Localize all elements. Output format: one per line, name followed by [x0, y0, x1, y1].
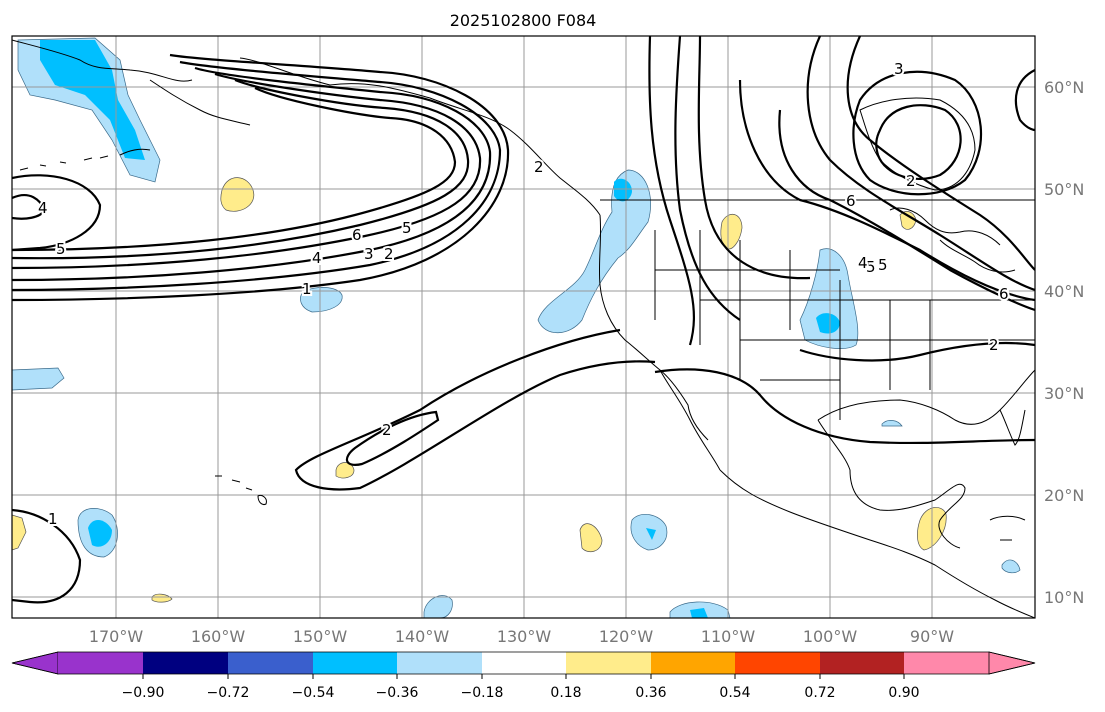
- shaded-anomaly-fields: [12, 37, 1021, 618]
- colorbar-segment: [820, 652, 904, 674]
- lon-label: 150°W: [293, 627, 348, 646]
- contour-label: 4: [38, 199, 48, 217]
- lon-label: 140°W: [395, 627, 450, 646]
- map-frame: [11, 35, 1036, 619]
- contour-label: 3: [364, 245, 374, 263]
- colorbar-tick-label: 0.90: [888, 685, 919, 701]
- contour-label: 5: [402, 219, 412, 237]
- colorbar-segment: [143, 652, 228, 674]
- lat-label: 30°N: [1044, 384, 1084, 403]
- contour-label: 5: [878, 256, 888, 274]
- colorbar-segment: [228, 652, 313, 674]
- colorbar-tick-label: 0.54: [719, 685, 750, 701]
- colorbar-segment: [735, 652, 820, 674]
- colorbar-segment: [313, 652, 397, 674]
- colorbar-tick-label: −0.36: [376, 685, 419, 701]
- contour-label: 1: [302, 280, 312, 298]
- contour-label: 6: [846, 192, 856, 210]
- lon-label: 100°W: [803, 627, 858, 646]
- contour-label: 2: [906, 172, 916, 190]
- colorbar-tick-label: −0.54: [292, 685, 335, 701]
- colorbar-tick-label: 0.72: [804, 685, 835, 701]
- colorbar: −0.90 −0.72 −0.54 −0.36 −0.18 0.18 0.36 …: [11, 651, 1036, 701]
- contour-label: 6: [352, 226, 362, 244]
- longitude-axis: 170°W 160°W 150°W 140°W 130°W 120°W 110°…: [89, 627, 954, 646]
- contour-label: 6: [999, 285, 1009, 303]
- colorbar-tick-label: −0.18: [461, 685, 504, 701]
- lon-label: 120°W: [599, 627, 654, 646]
- colorbar-tick-label: 0.36: [635, 685, 666, 701]
- contour-lines: [12, 36, 1035, 604]
- colorbar-tick-label: −0.90: [122, 685, 165, 701]
- contour-labels: 4 5 6 5 4 3 2 1 2 1 5 2 6 5 4 6 2 2 3: [36, 58, 1011, 530]
- contour-label: 1: [48, 510, 58, 528]
- lat-label: 50°N: [1044, 180, 1084, 199]
- contour-label: 2: [382, 421, 392, 439]
- contour-label: 5: [866, 258, 876, 276]
- lon-label: 90°W: [910, 627, 954, 646]
- lat-label: 40°N: [1044, 282, 1084, 301]
- lon-label: 110°W: [701, 627, 756, 646]
- colorbar-segment: [397, 652, 482, 674]
- lat-label: 60°N: [1044, 78, 1084, 97]
- latitude-axis: 60°N 50°N 40°N 30°N 20°N 10°N: [1044, 78, 1084, 607]
- lon-label: 170°W: [89, 627, 144, 646]
- contour-label: 3: [894, 60, 904, 78]
- colorbar-extend-high: [988, 651, 1036, 675]
- colorbar-segment: [482, 652, 566, 674]
- colorbar-tick-label: −0.72: [207, 685, 250, 701]
- contour-label: 2: [384, 245, 394, 263]
- contour-label: 5: [56, 240, 66, 258]
- contour-label: 4: [858, 254, 868, 272]
- colorbar-tick-label: 0.18: [550, 685, 581, 701]
- map-panel: 4 5 6 5 4 3 2 1 2 1 5 2 6 5 4 6 2 2 3: [12, 36, 1035, 618]
- colorbar-extend-low: [11, 651, 59, 675]
- lon-label: 130°W: [497, 627, 552, 646]
- colorbar-segment: [904, 652, 989, 674]
- colorbar-segment: [58, 652, 143, 674]
- lat-label: 20°N: [1044, 486, 1084, 505]
- figure-title: 2025102800 F084: [450, 11, 597, 30]
- graticule: [12, 36, 1035, 618]
- colorbar-segment: [651, 652, 735, 674]
- coastlines: [12, 39, 1035, 618]
- colorbar-segment: [566, 652, 651, 674]
- lon-label: 160°W: [191, 627, 246, 646]
- contour-label: 2: [534, 158, 544, 176]
- contour-label: 2: [989, 336, 999, 354]
- lat-label: 10°N: [1044, 588, 1084, 607]
- contour-label: 4: [312, 249, 322, 267]
